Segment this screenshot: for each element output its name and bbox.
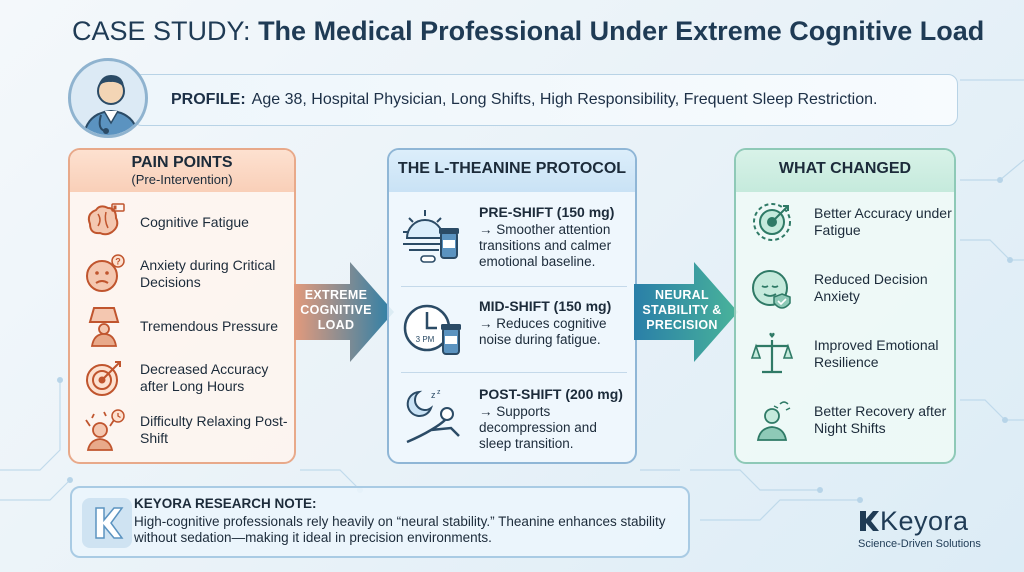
neural-stability-arrow: NEURAL STABILITY & PRECISION — [634, 262, 738, 362]
title-main: The Medical Professional Under Extreme C… — [258, 16, 985, 46]
research-note: KEYORA RESEARCH NOTE: High-cognitive pro… — [70, 486, 690, 558]
protocol-step-post: z z POST-SHIFT (200 mg) → Supports decom… — [401, 386, 627, 456]
what-changed-panel: WHAT CHANGED Better Accuracy under Fatig… — [734, 148, 956, 464]
changed-item-label: Better Recovery after Night Shifts — [814, 403, 947, 436]
what-changed-title: WHAT CHANGED — [736, 150, 954, 192]
step-text: → Smoother attention transitions and cal… — [479, 222, 612, 269]
pain-item: Tremendous Pressure — [82, 304, 292, 348]
protocol-step-mid: 3 PM MID-SHIFT (150 mg) → Reduces cognit… — [401, 298, 627, 368]
arrow-right-line1: NEURAL — [655, 288, 709, 302]
step-title: POST-SHIFT (200 mg) — [479, 386, 623, 402]
brand-logo: Keyora Science-Driven Solutions — [858, 506, 981, 550]
step-divider — [401, 286, 627, 287]
profile-bar: PROFILE: Age 38, Hospital Physician, Lon… — [132, 74, 958, 126]
svg-text:?: ? — [115, 257, 121, 267]
pain-points-subtitle: (Pre-Intervention) — [131, 172, 233, 187]
calm-face-icon — [752, 270, 791, 309]
step-divider — [401, 372, 627, 373]
target-icon — [86, 361, 121, 396]
rested-person-icon — [756, 401, 791, 441]
pain-item-label: Cognitive Fatigue — [140, 213, 249, 230]
pain-points-title: PAIN POINTS — [131, 154, 233, 171]
note-text: High-cognitive professionals rely heavil… — [134, 514, 666, 545]
brain-battery-icon — [87, 203, 125, 236]
changed-item: Better Accuracy under Fatigue — [750, 200, 954, 244]
step-text: → Reduces cognitive noise during fatigue… — [479, 316, 607, 347]
pain-points-panel: PAIN POINTS (Pre-Intervention) Cognitive… — [68, 148, 296, 464]
pain-item: Difficulty Relaxing Post-Shift — [82, 408, 292, 452]
stressed-person-icon — [85, 409, 125, 451]
sunrise-supplement-icon — [403, 210, 459, 263]
changed-item-label: Improved Emotional Resilience — [814, 337, 939, 370]
arrow-right-line3: PRECISION — [646, 318, 718, 332]
balance-scale-icon — [750, 332, 794, 374]
brain-target-icon — [753, 203, 791, 241]
arrow-left-line2: COGNITIVE — [300, 303, 372, 317]
profile-label: PROFILE: — [171, 91, 246, 108]
changed-item-label: Better Accuracy under Fatigue — [814, 205, 952, 238]
pain-item-label: Tremendous Pressure — [140, 317, 278, 334]
brand-name-row: Keyora — [858, 506, 981, 537]
svg-text:z: z — [437, 389, 441, 396]
arrow-left-line1: EXTREME — [304, 288, 368, 302]
step-text: → Supports decompression and sleep trans… — [479, 404, 597, 451]
keyora-k-icon — [82, 498, 132, 548]
changed-item: Reduced Decision Anxiety — [750, 266, 954, 310]
pain-item-label: Decreased Accuracy after Long Hours — [140, 361, 269, 394]
note-title: KEYORA RESEARCH NOTE: — [134, 496, 317, 511]
step-title: PRE-SHIFT (150 mg) — [479, 204, 615, 220]
pain-item-label: Anxiety during Critical Decisions — [140, 257, 276, 290]
pain-item: Cognitive Fatigue — [82, 200, 292, 244]
protocol-title: THE L-THEANINE PROTOCOL — [389, 150, 635, 192]
changed-item: Improved Emotional Resilience — [750, 332, 954, 376]
arrow-left-line3: LOAD — [317, 318, 355, 332]
doctor-avatar-icon — [68, 58, 148, 138]
anxious-face-icon: ? — [86, 254, 125, 292]
page-title: CASE STUDY: The Medical Professional Und… — [72, 16, 984, 47]
pain-item: Decreased Accuracy after Long Hours — [82, 356, 292, 400]
moon-relax-icon: z z — [406, 389, 460, 444]
changed-item-label: Reduced Decision Anxiety — [814, 271, 928, 304]
clock-supplement-icon: 3 PM — [403, 304, 461, 355]
brand-tagline: Science-Driven Solutions — [858, 538, 981, 550]
protocol-step-pre: PRE-SHIFT (150 mg) → Smoother attention … — [401, 204, 627, 280]
svg-text:z: z — [431, 390, 436, 400]
protocol-panel: THE L-THEANINE PROTOCOL PRE-SHIFT (150 m… — [387, 148, 637, 464]
pain-item-label: Difficulty Relaxing Post-Shift — [140, 413, 288, 446]
title-prefix: CASE STUDY: — [72, 16, 251, 46]
keyora-logo-icon — [860, 511, 879, 531]
extreme-load-arrow: EXTREME COGNITIVE LOAD — [294, 262, 394, 362]
weight-pressure-icon — [88, 307, 120, 347]
pain-item: ? Anxiety during Critical Decisions — [82, 252, 292, 296]
pain-points-header: PAIN POINTS (Pre-Intervention) — [70, 150, 294, 192]
arrow-right-line2: STABILITY & — [642, 303, 722, 317]
changed-item: Better Recovery after Night Shifts — [750, 398, 954, 442]
clock-label: 3 PM — [416, 335, 435, 344]
brand-name: Keyora — [880, 506, 969, 536]
profile-text: Age 38, Hospital Physician, Long Shifts,… — [251, 91, 878, 108]
step-title: MID-SHIFT (150 mg) — [479, 298, 612, 314]
